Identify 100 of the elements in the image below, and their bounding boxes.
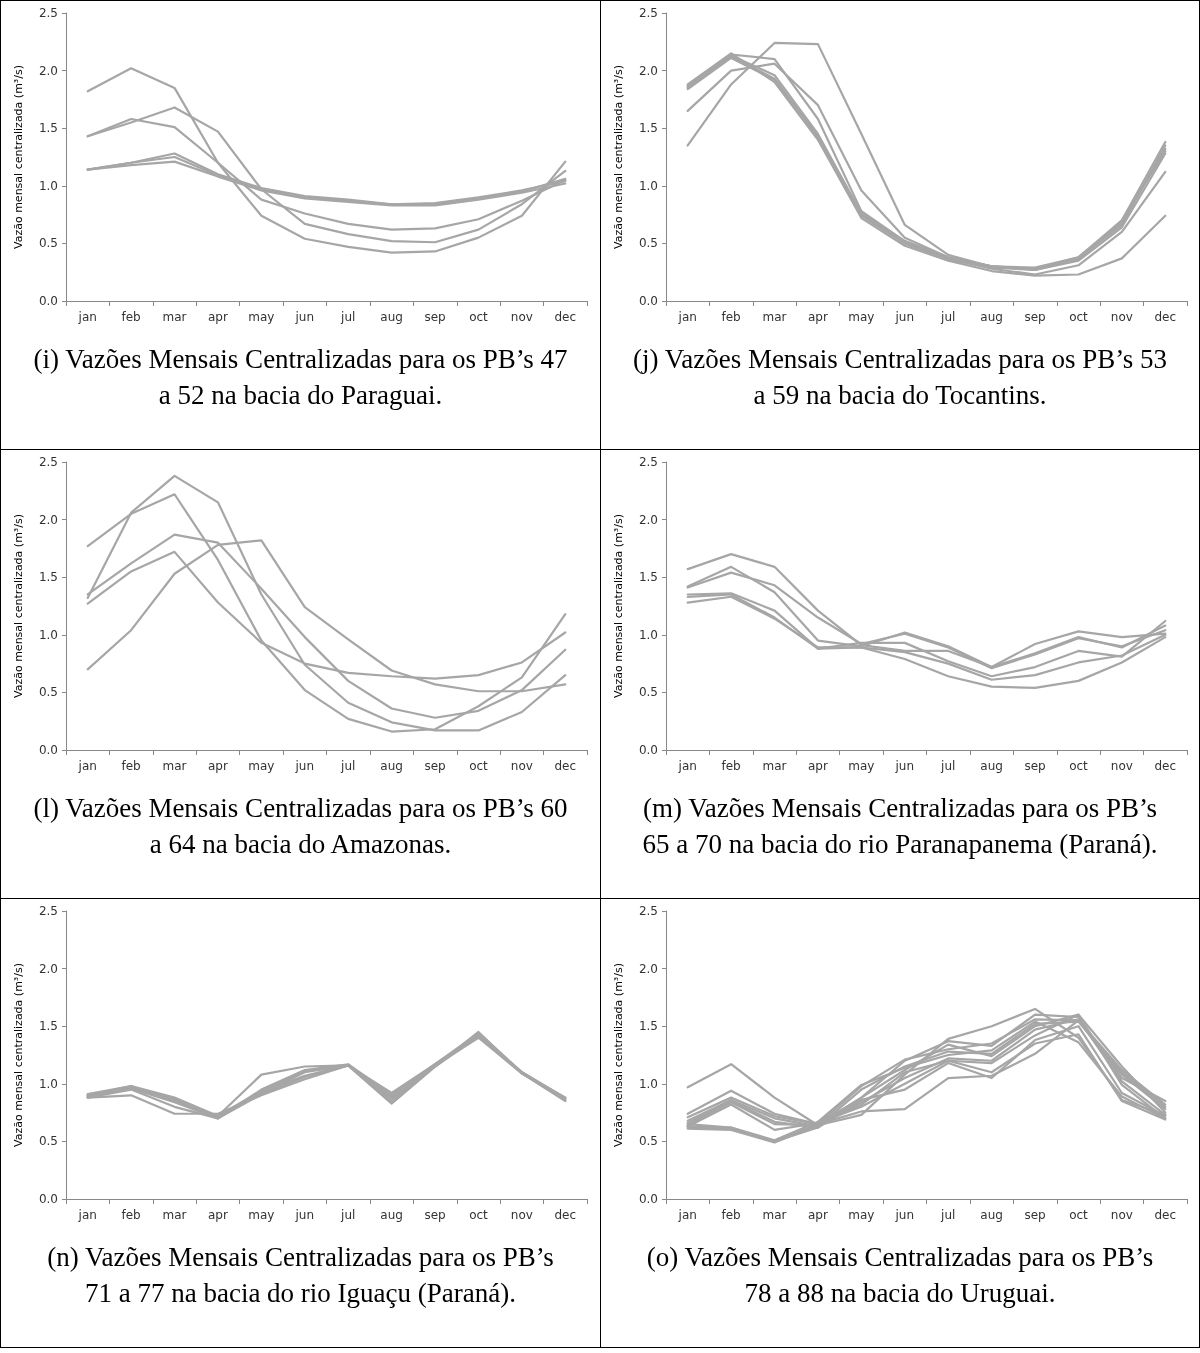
x-tick-label: jun	[894, 310, 915, 324]
x-tick-label: jul	[340, 1208, 356, 1222]
x-tick-label: aug	[980, 310, 1003, 324]
x-tick-label: dec	[554, 1208, 577, 1222]
x-tick-label: dec	[554, 310, 577, 324]
x-tick-label: feb	[121, 759, 141, 773]
x-tick-label: may	[848, 310, 875, 324]
y-tick-label: 0.0	[638, 294, 658, 308]
x-tick-label: oct	[469, 1208, 489, 1222]
y-axis-title: Vazão mensal centralizada (m³/s)	[12, 514, 25, 698]
x-tick-label: dec	[1154, 1208, 1177, 1222]
x-tick-label: mar	[762, 759, 787, 773]
x-tick-label: jul	[940, 1208, 956, 1222]
x-tick-label: oct	[469, 759, 489, 773]
x-tick-label: aug	[380, 1208, 403, 1222]
y-tick-label: 2.0	[38, 961, 58, 976]
x-tick-label: may	[248, 310, 275, 324]
y-tick-label: 0.5	[638, 685, 658, 700]
x-tick-label: feb	[121, 310, 141, 324]
x-tick-label: apr	[808, 759, 828, 773]
x-tick-label: jul	[940, 310, 956, 324]
y-tick-label: 1.0	[638, 178, 658, 193]
x-tick-label: sep	[424, 1208, 446, 1222]
x-tick-label: feb	[721, 759, 741, 773]
text: (i) Vazões Mensais Centralizadas para os PB’s 47 a 52 na bacia do Paraguai.	[32, 343, 569, 412]
y-tick-label: 2.5	[38, 455, 58, 469]
x-tick-label: jun	[294, 1208, 315, 1222]
y-tick-label: 1.5	[638, 1019, 658, 1034]
y-tick-label: 1.5	[38, 1019, 58, 1034]
x-tick-label: dec	[1154, 310, 1177, 324]
x-tick-label: jan	[677, 310, 697, 324]
y-tick-label: 1.0	[38, 1076, 58, 1091]
y-tick-label: 1.5	[38, 570, 58, 585]
x-tick-label: sep	[424, 310, 446, 324]
x-tick-label: aug	[980, 1208, 1003, 1222]
x-tick-label: feb	[121, 1208, 141, 1222]
x-tick-label: dec	[554, 759, 577, 773]
x-tick-label: sep	[424, 759, 446, 773]
x-tick-label: jul	[940, 759, 956, 773]
x-tick-label: sep	[1024, 759, 1046, 773]
y-tick-label: 1.5	[638, 121, 658, 136]
y-tick-label: 0.5	[638, 1134, 658, 1149]
y-tick-label: 2.5	[38, 6, 58, 20]
x-tick-label: dec	[1154, 759, 1177, 773]
x-tick-label: sep	[1024, 1208, 1046, 1222]
y-tick-label: 0.0	[38, 743, 58, 757]
text: (m) Vazões Mensais Centralizadas para os PB’s 65 a 70 na bacia do rio Paranapanema (Paraná).	[641, 792, 1159, 861]
x-tick-label: apr	[208, 1208, 228, 1222]
x-tick-label: apr	[808, 1208, 828, 1222]
y-tick-label: 0.5	[638, 236, 658, 251]
y-tick-label: 2.0	[38, 63, 58, 78]
x-tick-label: aug	[380, 759, 403, 773]
x-tick-label: apr	[208, 310, 228, 324]
y-tick-label: 0.0	[38, 294, 58, 308]
y-tick-label: 2.0	[38, 512, 58, 527]
x-tick-label: jul	[340, 759, 356, 773]
y-tick-label: 2.5	[638, 6, 658, 20]
y-tick-label: 1.0	[38, 178, 58, 193]
y-axis-title: Vazão mensal centralizada (m³/s)	[612, 65, 625, 249]
x-tick-label: jan	[677, 1208, 697, 1222]
y-tick-label: 1.0	[38, 627, 58, 642]
y-tick-label: 0.5	[38, 1134, 58, 1149]
x-tick-label: mar	[162, 310, 187, 324]
x-tick-label: jun	[294, 310, 315, 324]
x-tick-label: may	[248, 759, 275, 773]
y-tick-label: 0.0	[38, 1192, 58, 1206]
text: (j) Vazões Mensais Centralizadas para os PB’s 53 a 59 na bacia do Tocantins.	[631, 343, 1169, 412]
y-axis-title: Vazão mensal centralizada (m³/s)	[12, 65, 25, 249]
y-axis-title: Vazão mensal centralizada (m³/s)	[612, 514, 625, 698]
x-tick-label: feb	[721, 310, 741, 324]
x-tick-label: mar	[162, 759, 187, 773]
x-tick-label: feb	[721, 1208, 741, 1222]
y-tick-label: 0.0	[638, 1192, 658, 1206]
y-tick-label: 1.0	[638, 627, 658, 642]
x-tick-label: nov	[1110, 1208, 1133, 1222]
x-tick-label: nov	[510, 1208, 533, 1222]
x-tick-label: mar	[162, 1208, 187, 1222]
y-axis-title: Vazão mensal centralizada (m³/s)	[612, 963, 625, 1147]
y-tick-label: 0.0	[638, 743, 658, 757]
y-tick-label: 2.0	[638, 961, 658, 976]
x-tick-label: nov	[510, 759, 533, 773]
y-tick-label: 2.0	[638, 63, 658, 78]
y-tick-label: 2.5	[638, 455, 658, 469]
x-tick-label: jun	[294, 759, 315, 773]
x-tick-label: jun	[894, 1208, 915, 1222]
x-tick-label: aug	[380, 310, 403, 324]
x-tick-label: oct	[1069, 310, 1089, 324]
x-tick-label: sep	[1024, 310, 1046, 324]
x-tick-label: may	[848, 759, 875, 773]
y-axis-title: Vazão mensal centralizada (m³/s)	[12, 963, 25, 1147]
text: (o) Vazões Mensais Centralizadas para os PB’s 78 a 88 na bacia do Uruguai.	[645, 1241, 1155, 1310]
x-tick-label: mar	[762, 310, 787, 324]
x-tick-label: aug	[980, 759, 1003, 773]
x-tick-label: may	[848, 1208, 875, 1222]
y-tick-label: 0.5	[38, 236, 58, 251]
x-tick-label: jan	[77, 1208, 97, 1222]
x-tick-label: oct	[1069, 759, 1089, 773]
x-tick-label: nov	[1110, 310, 1133, 324]
x-tick-label: jun	[894, 759, 915, 773]
x-tick-label: nov	[510, 310, 533, 324]
